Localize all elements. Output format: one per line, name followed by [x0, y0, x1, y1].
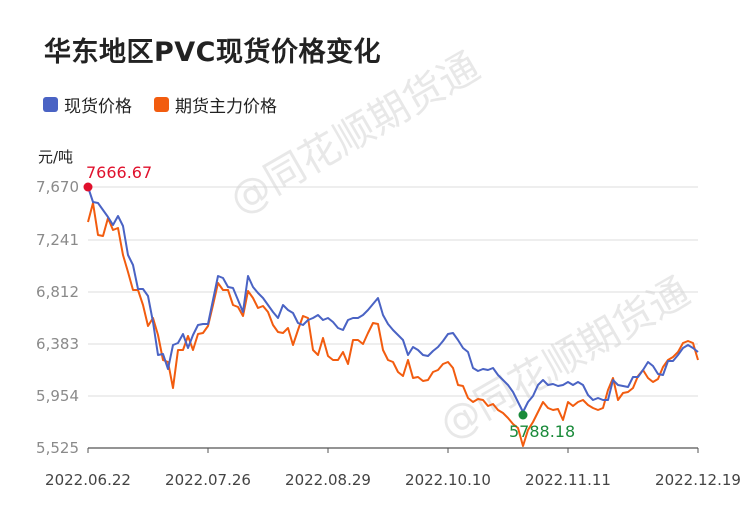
y-tick-label: 5,525 [36, 439, 79, 457]
legend: 现货价格 期货主力价格 [43, 92, 299, 117]
y-tick-label: 6,812 [36, 283, 79, 301]
max-point-marker [83, 182, 93, 192]
legend-swatch-spot [43, 97, 58, 112]
chart-title: 华东地区PVC现货价格变化 [44, 37, 381, 68]
legend-label-spot: 现货价格 [64, 97, 132, 117]
x-tick-label: 2022.07.26 [165, 471, 251, 489]
gridlines [88, 186, 698, 397]
legend-item-spot[interactable]: 现货价格 [43, 92, 132, 117]
x-tick-label: 2022.12.19 [655, 471, 741, 489]
legend-item-futures[interactable]: 期货主力价格 [154, 92, 277, 117]
x-axis: 2022.06.22 2022.07.26 2022.08.29 2022.10… [45, 447, 741, 489]
futures-price-line[interactable] [87, 202, 699, 447]
y-axis: 7,670 7,241 6,812 6,383 5,954 5,525 [36, 178, 79, 457]
x-tick-label: 2022.11.11 [525, 471, 611, 489]
watermark: @同花顺期货通 [222, 44, 487, 224]
x-tick-label: 2022.10.10 [405, 471, 491, 489]
max-point-label: 7666.67 [86, 163, 152, 182]
y-tick-label: 6,383 [36, 335, 79, 353]
spot-price-line[interactable] [87, 186, 699, 413]
min-point-label: 5788.18 [509, 422, 575, 441]
y-tick-label: 7,241 [36, 231, 79, 249]
x-tick-label: 2022.08.29 [285, 471, 371, 489]
y-axis-unit: 元/吨 [38, 148, 74, 166]
y-tick-label: 7,670 [36, 178, 79, 196]
x-tick-label: 2022.06.22 [45, 471, 131, 489]
legend-swatch-futures [154, 97, 169, 112]
y-tick-label: 5,954 [36, 387, 79, 405]
legend-label-futures: 期货主力价格 [175, 97, 277, 117]
min-point-marker [518, 410, 528, 420]
